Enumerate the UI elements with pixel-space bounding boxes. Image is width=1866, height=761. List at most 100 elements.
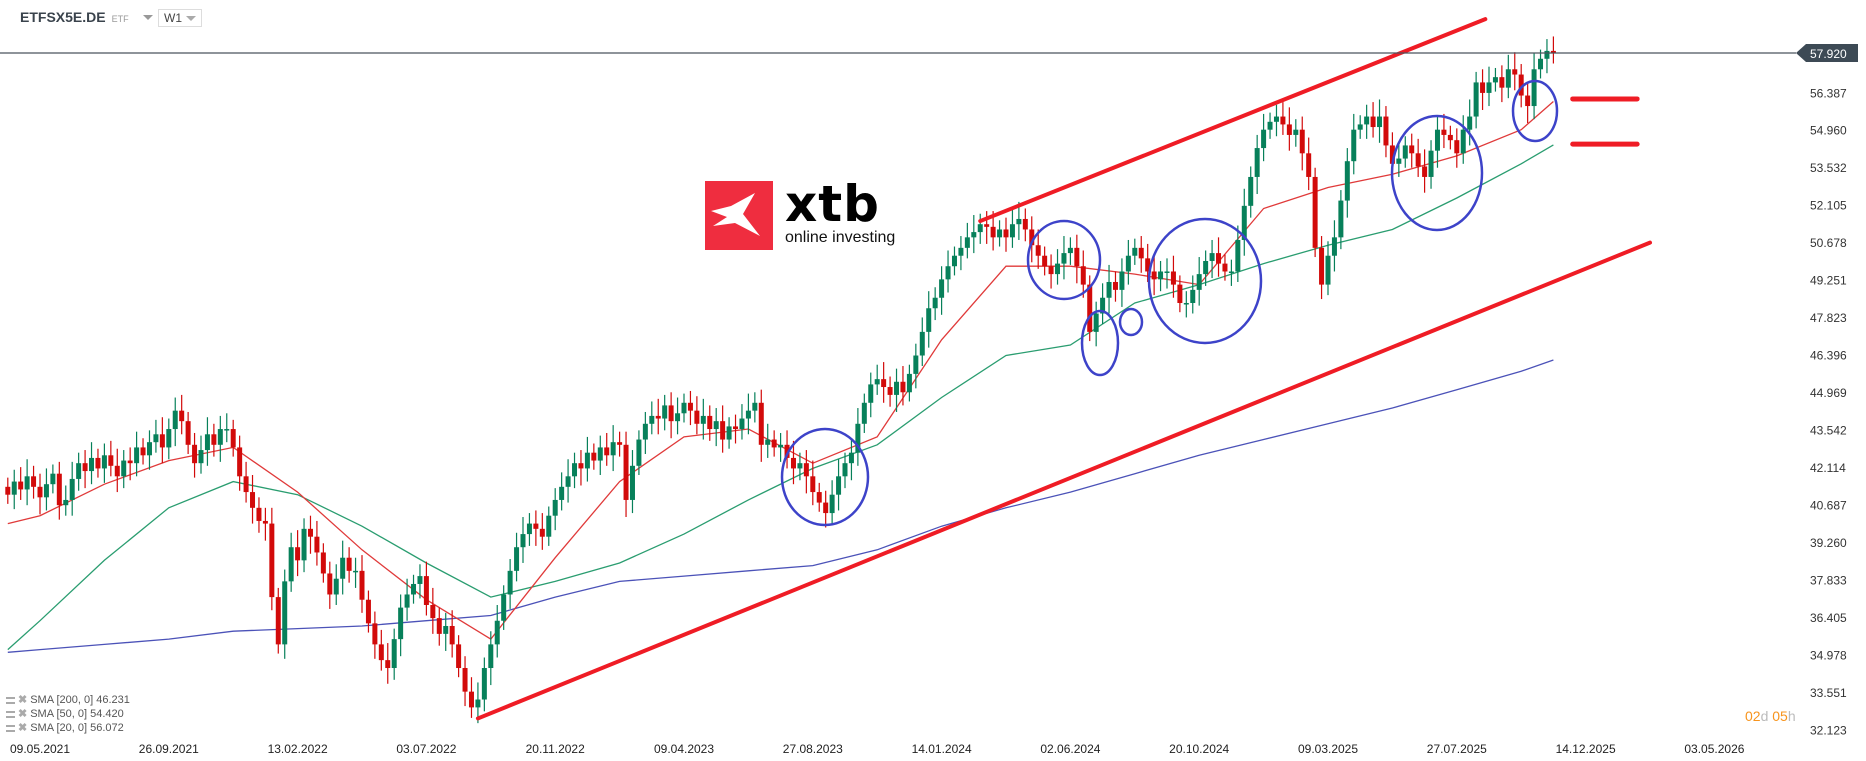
candle [134,431,140,477]
candle-body [217,429,223,445]
candle [288,532,294,592]
x-tick-label: 02.06.2024 [1040,742,1100,756]
y-tick-label: 42.114 [1810,461,1846,475]
candle-body [1177,284,1183,303]
candle-body [681,402,687,414]
candle [365,590,371,633]
candle-body [900,381,906,393]
candle-body [1460,129,1466,154]
candle [514,532,520,582]
candle [108,440,114,477]
candle [192,432,198,478]
candle [462,656,468,707]
candle [1093,301,1099,347]
candle-body [1164,271,1170,273]
channel-lower-line [475,240,1652,721]
candle [43,468,49,511]
candle-body [198,450,204,464]
x-tick-label: 14.12.2025 [1556,742,1616,756]
candle-body [552,499,558,516]
candle [1132,238,1138,265]
candle-body [108,455,114,466]
candle [372,611,378,659]
candle-body [204,434,210,451]
candle-body [1222,263,1228,272]
candle [179,394,185,435]
x-axis[interactable]: 09.05.2021 26.09.2021 13.02.2022 03.07.2022… [10,742,1745,756]
candle-body [481,668,487,700]
candle [275,587,281,654]
candle-body [1441,129,1447,135]
candle [31,465,37,499]
candle [617,431,623,457]
candle [700,398,706,440]
candle [417,564,423,599]
candle [501,585,507,630]
settings-lines-icon[interactable] [6,710,15,718]
candle [82,450,88,489]
candle [262,507,268,541]
candle [411,574,417,604]
y-axis[interactable]: 56.387 54.960 53.532 52.105 50.678 49.251 47.8… [1810,86,1847,737]
candle [18,467,24,500]
legend-sma200[interactable]: ✖ SMA [200, 0] 46.231 [6,693,130,707]
candle [713,408,719,447]
candle-body [1067,247,1073,254]
candle-body [172,410,178,430]
candle [140,438,146,465]
candle [224,413,230,443]
candle [520,517,526,563]
y-tick-label: 37.833 [1810,573,1847,587]
y-tick-label: 46.396 [1810,349,1847,363]
chevron-down-icon[interactable] [142,14,153,20]
legend-sma20[interactable]: ✖ SMA [20, 0] 56.072 [6,721,130,735]
candle [1067,237,1073,265]
candle-body [31,476,37,487]
candle [282,569,288,659]
current-price-label: 57.920 [1810,47,1847,61]
close-icon[interactable]: ✖ [18,708,28,720]
candle-body [1454,140,1460,154]
candle-body [707,415,713,430]
candle [353,557,359,588]
annotations [475,17,1652,721]
close-icon[interactable]: ✖ [18,722,28,734]
candle-body [861,402,867,424]
x-tick-label: 03.05.2026 [1684,742,1744,756]
settings-lines-icon[interactable] [6,724,15,732]
settings-lines-icon[interactable] [6,696,15,704]
candle-body [591,452,597,461]
timeframe-dropdown[interactable]: W1 [158,9,202,27]
candle-body [385,660,391,669]
legend-sma50[interactable]: ✖ SMA [50, 0] 54.420 [6,707,130,721]
candle-body [494,620,500,645]
candle [1499,65,1505,103]
candle-body [617,442,623,445]
candle-body [507,570,513,595]
xtb-logo: xtb online investing [705,179,895,250]
candle-body [340,557,346,579]
candle [752,392,758,423]
candle [1312,167,1318,258]
candle-body [1254,148,1260,177]
close-icon[interactable]: ✖ [18,694,28,706]
candle-body [404,594,410,608]
candle-body [301,528,307,561]
candle [1473,71,1479,129]
candle-body [694,410,700,424]
candle-body [1499,77,1505,88]
candle [166,418,172,460]
candle-body [1550,50,1556,53]
candle [565,459,571,503]
candle [1055,249,1061,285]
candle-body [468,691,474,708]
candle [204,417,210,466]
candle-body [810,476,816,493]
candle-body [346,557,352,571]
candle [256,497,262,533]
candle-body [1190,289,1196,303]
candle [758,389,764,462]
symbol-selector[interactable]: ETFSX5E.DE ETF [20,9,153,25]
candle [1151,254,1157,296]
